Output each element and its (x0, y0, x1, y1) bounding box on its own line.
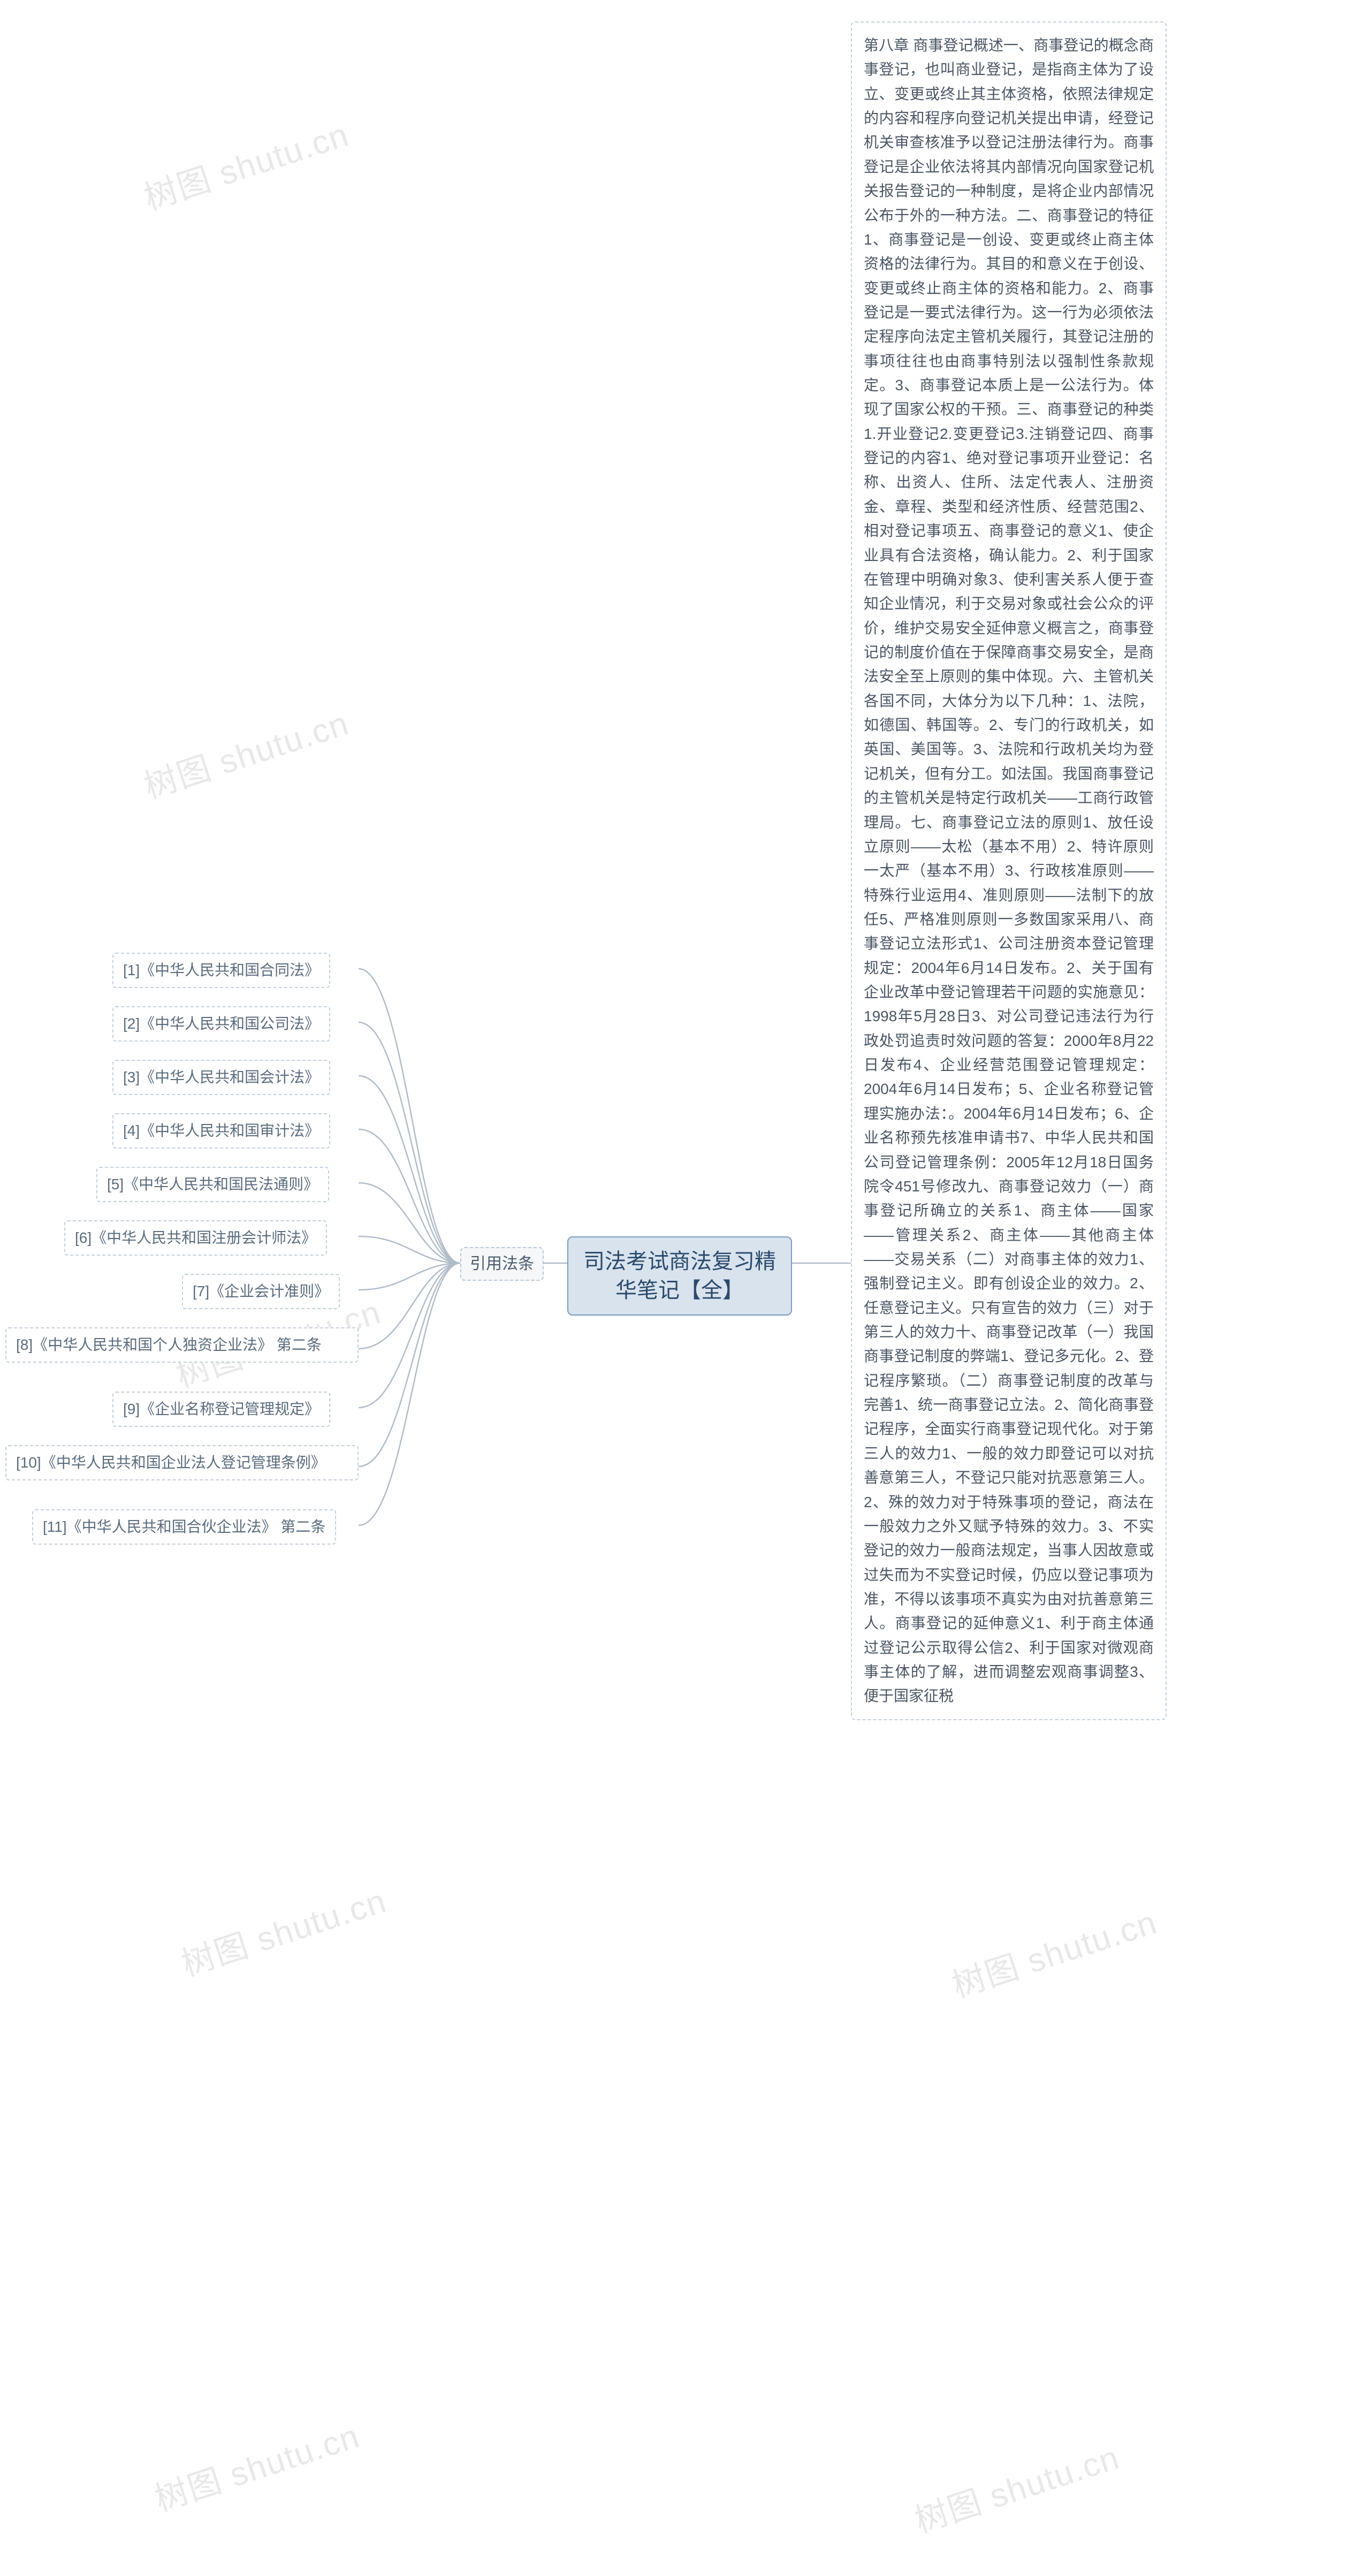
mindmap-canvas: 树图 shutu.cn 树图 shutu.cn 树图 shutu.cn 树图 s… (0, 0, 1370, 2576)
law-ref-item[interactable]: [4]《中华人民共和国审计法》 (112, 1113, 330, 1149)
law-ref-item[interactable]: [2]《中华人民共和国公司法》 (112, 1006, 330, 1042)
law-ref-item[interactable]: [9]《企业名称登记管理规定》 (112, 1392, 330, 1427)
watermark: 树图 shutu.cn (137, 696, 354, 808)
law-ref-item[interactable]: [6]《中华人民共和国注册会计师法》 (64, 1220, 327, 1256)
law-ref-item[interactable]: [10]《中华人民共和国企业法人登记管理条例》 (5, 1445, 359, 1480)
law-ref-item[interactable]: [3]《中华人民共和国会计法》 (112, 1060, 330, 1095)
law-ref-item[interactable]: [8]《中华人民共和国个人独资企业法》 第二条 (5, 1327, 359, 1363)
watermark: 树图 shutu.cn (137, 108, 354, 219)
law-ref-item[interactable]: [11]《中华人民共和国合伙企业法》 第二条 (32, 1509, 336, 1545)
watermark: 树图 shutu.cn (148, 2409, 365, 2520)
law-ref-item[interactable]: [5]《中华人民共和国民法通则》 (96, 1167, 329, 1202)
watermark: 树图 shutu.cn (174, 1874, 392, 1985)
law-ref-item[interactable]: [7]《企业会计准则》 (182, 1274, 340, 1309)
watermark: 树图 shutu.cn (908, 2430, 1125, 2542)
center-node[interactable]: 司法考试商法复习精华笔记【全】 (567, 1236, 792, 1316)
branch-citations[interactable]: 引用法条 (460, 1247, 544, 1281)
chapter-body[interactable]: 第八章 商事登记概述一、商事登记的概念商事登记，也叫商业登记，是指商主体为了设立… (851, 21, 1167, 1720)
law-ref-item[interactable]: [1]《中华人民共和国合同法》 (112, 953, 330, 988)
watermark: 树图 shutu.cn (945, 1895, 1162, 2007)
